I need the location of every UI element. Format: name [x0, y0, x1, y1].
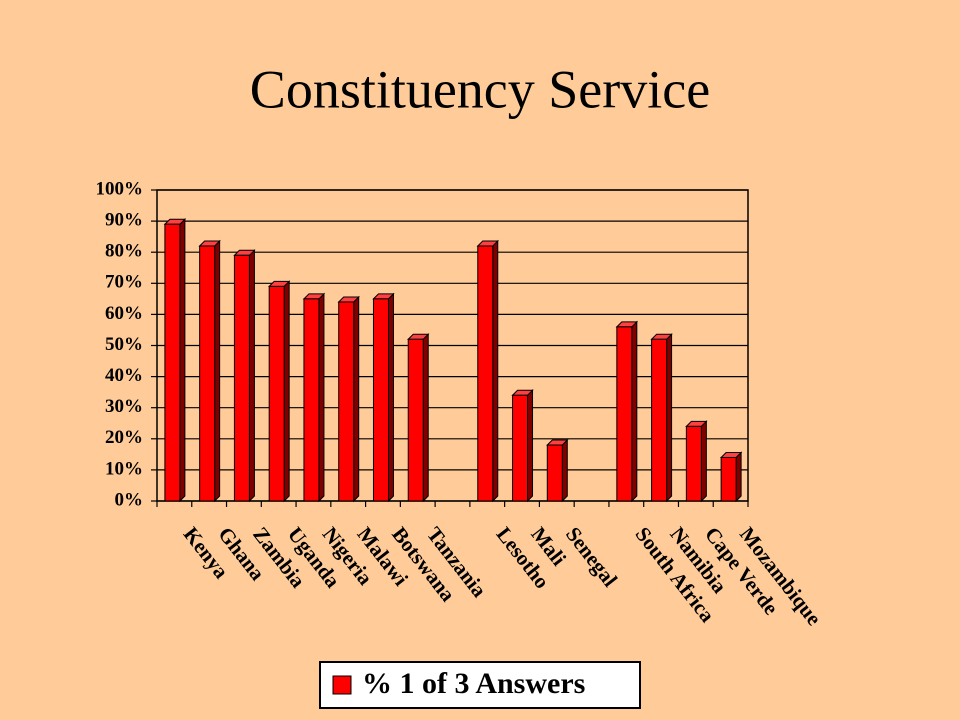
bar	[685, 425, 702, 502]
y-tick-label: 40%	[105, 365, 143, 386]
y-tick-label: 60%	[105, 303, 143, 324]
bar-side	[283, 280, 290, 503]
bar-side	[248, 249, 255, 503]
y-tick-label: 90%	[105, 209, 143, 230]
bar-side	[700, 420, 707, 503]
bar	[268, 285, 285, 502]
y-tick-label: 70%	[105, 272, 143, 293]
bar	[164, 223, 181, 502]
bar-side	[179, 218, 186, 503]
bar	[233, 254, 250, 502]
bar	[199, 245, 216, 502]
bar-side	[214, 239, 221, 503]
bar-side	[735, 451, 742, 503]
bar-side	[631, 320, 638, 503]
bar-side	[527, 389, 534, 503]
bar-side	[387, 292, 394, 503]
y-tick-label: 100%	[96, 178, 144, 199]
bar	[372, 298, 389, 502]
legend-box	[319, 661, 641, 709]
bar	[338, 301, 355, 502]
y-tick-label: 80%	[105, 241, 143, 262]
bar	[407, 338, 424, 502]
chart-title: Constituency Service	[250, 59, 710, 119]
y-tick-label: 0%	[115, 489, 144, 510]
bar-side	[353, 295, 360, 503]
y-tick-label: 50%	[105, 334, 143, 355]
bar-side	[422, 333, 429, 503]
y-tick-label: 30%	[105, 396, 143, 417]
bar	[512, 394, 529, 502]
bar	[303, 298, 320, 502]
bar	[546, 444, 563, 502]
legend-label: % 1 of 3 Answers	[362, 667, 585, 700]
bar-side	[561, 438, 568, 503]
x-tick-label: Senegal	[561, 522, 622, 591]
bar-side	[666, 333, 673, 503]
bar-side	[318, 292, 325, 503]
y-tick-label: 20%	[105, 427, 143, 448]
bar	[720, 456, 737, 502]
y-tick-label: 10%	[105, 458, 143, 479]
bar-side	[492, 239, 499, 503]
bar	[651, 338, 668, 502]
bar	[477, 245, 494, 502]
bar	[616, 326, 633, 502]
legend-swatch	[332, 675, 352, 695]
